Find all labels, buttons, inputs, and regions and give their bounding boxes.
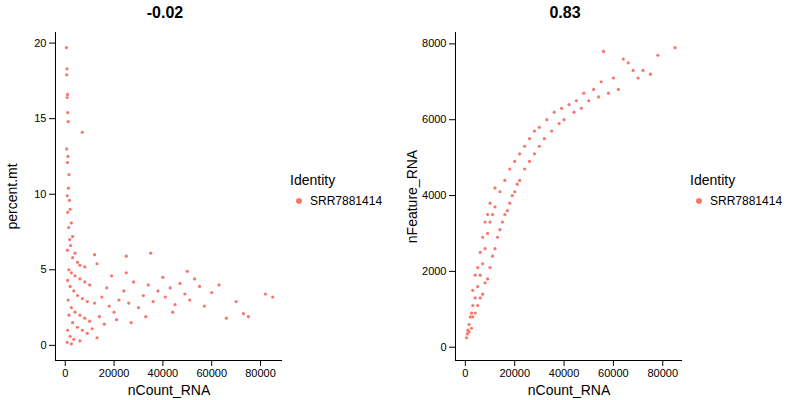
svg-text:20000: 20000 (499, 367, 530, 379)
svg-text:0: 0 (462, 367, 468, 379)
html-text:SRR7881414: SRR7881414 (310, 194, 383, 208)
svg-text:10: 10 (34, 188, 46, 200)
svg-text:6000: 6000 (422, 113, 446, 125)
svg-text:nCount_RNA: nCount_RNA (128, 382, 211, 398)
html-text:Identity: Identity (690, 172, 736, 188)
svg-text:nCount_RNA: nCount_RNA (528, 382, 611, 398)
svg-text:20000: 20000 (99, 367, 130, 379)
html-text:0.83: 0.83 (549, 4, 581, 21)
svg-text:20: 20 (34, 37, 46, 49)
svg-text:15: 15 (34, 112, 46, 124)
svg-text:percent.mt: percent.mt (4, 163, 20, 229)
html-text:-0.02: -0.02 (146, 4, 184, 21)
svg-text:60000: 60000 (196, 367, 227, 379)
svg-text:0: 0 (440, 341, 446, 353)
svg-text:0: 0 (40, 339, 46, 351)
svg-text:5: 5 (40, 263, 46, 275)
svg-text:4000: 4000 (422, 189, 446, 201)
svg-text:2000: 2000 (422, 265, 446, 277)
svg-text:40000: 40000 (148, 367, 179, 379)
svg-text:60000: 60000 (598, 367, 629, 379)
svg-text:0: 0 (62, 367, 68, 379)
html-text:SRR7881414: SRR7881414 (710, 194, 783, 208)
svg-text:nFeature_RNA: nFeature_RNA (404, 149, 420, 243)
svg-text:80000: 80000 (245, 367, 276, 379)
html-text:Identity: Identity (290, 172, 336, 188)
svg-text:80000: 80000 (647, 367, 678, 379)
svg-text:40000: 40000 (549, 367, 580, 379)
svg-text:8000: 8000 (422, 37, 446, 49)
